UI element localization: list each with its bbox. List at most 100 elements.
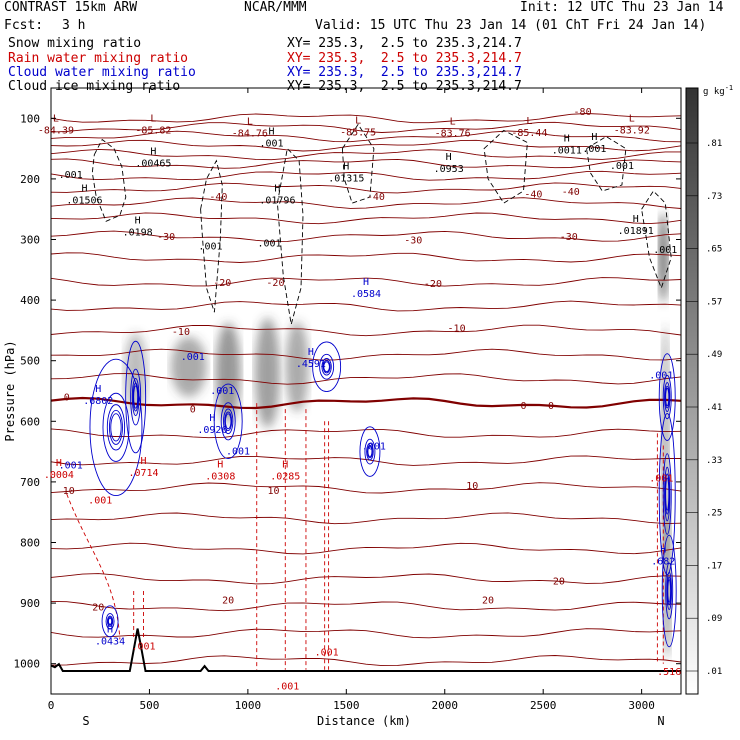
cloud-water-isoline: [131, 378, 140, 417]
snow-isoline: [200, 159, 223, 313]
temperature-isotherm: [51, 348, 681, 361]
x-tick-label: 2000: [432, 699, 459, 712]
extremum-value: -85.75: [340, 127, 376, 138]
colorbar-tick-label: .57: [706, 297, 722, 307]
legend-cloudwater-xy: XY= 235.3, 2.5 to 235.3,214.7: [287, 65, 522, 80]
cloud-water-isoline: [125, 340, 147, 454]
extremum-marker: H: [141, 456, 147, 467]
y-axis-title: Pressure (hPa): [3, 340, 17, 441]
extremum-marker: H: [81, 183, 87, 194]
contour-value-label: .001: [649, 371, 673, 382]
contour-labels: -80 -40 -40 -40 -40 -30 -30 -30 -20 -20 -20 -10 -10 0…: [38, 107, 681, 692]
x-tick-label: 1500: [333, 699, 360, 712]
extremum-marker: H: [107, 624, 113, 635]
contour-value-label: .001: [653, 245, 677, 256]
temperature-isotherm: [51, 600, 681, 612]
cloud-water-isoline: [224, 413, 232, 430]
cloud-water-isoline: [130, 368, 142, 426]
cloud-water-isoline: [101, 605, 119, 638]
extremum-marker: H: [268, 126, 274, 137]
contour-value-label: .001: [226, 446, 250, 457]
legend-cloudice-xy: XY= 235.3, 2.5 to 235.3,214.7: [287, 79, 522, 94]
cloud-water-isoline: [322, 360, 331, 374]
cloud-water-isoline: [105, 613, 115, 630]
contour-value-label: .001: [88, 495, 112, 506]
temperature-isotherm: [51, 212, 681, 225]
isotherm-label: 20: [92, 603, 104, 614]
contour-value-label: .001: [275, 682, 299, 693]
cloud-water-isoline: [224, 411, 233, 432]
cloud-water-isoline: [106, 615, 114, 627]
snow-isoline: [586, 135, 627, 192]
y-tick-label: 300: [20, 234, 40, 247]
extremum-value: .00465: [135, 158, 171, 169]
extremum-value: .001: [582, 144, 606, 155]
y-tick-label: 900: [20, 597, 40, 610]
contour-value-label: .001: [181, 352, 205, 363]
legend-rain-name: Rain water mixing ratio: [8, 51, 189, 66]
extremum-value: .682: [651, 556, 675, 567]
snow-isoline: [276, 147, 304, 325]
extremum-marker: L: [247, 117, 253, 128]
isotherm-label: 20: [482, 595, 494, 606]
init-time: Init: 12 UTC Thu 23 Jan 14: [520, 0, 724, 15]
cloud-ice-blob: [123, 332, 148, 413]
isotherm-label: 10: [267, 486, 279, 497]
contour-value-label: .001: [59, 460, 83, 471]
isotherm-label: -40: [562, 187, 580, 198]
y-tick-label: 600: [20, 415, 40, 428]
isotherm-label: 10: [63, 486, 75, 497]
extremum-value: .0004: [44, 470, 74, 481]
isotherm-label: -10: [448, 323, 466, 334]
isotherm-label: 10: [466, 481, 478, 492]
colorbar-tick-label: .65: [706, 245, 722, 255]
cloud-water-isoline: [321, 358, 332, 376]
contour-value-label: .001: [362, 442, 386, 453]
colorbar-tick-label: .33: [706, 456, 722, 466]
temperature-isotherm: [51, 148, 681, 161]
contour-value-label: .516: [657, 667, 681, 678]
cloud-water-isoline: [664, 466, 671, 522]
extremum-value: .0953: [434, 164, 464, 175]
forecast-label: Fcst:: [4, 18, 44, 33]
cloud-water-isoline: [102, 392, 130, 462]
isotherm-label: -40: [209, 192, 227, 203]
cloud-water-isoline: [665, 562, 674, 620]
temperature-isotherm: [51, 121, 681, 133]
temperature-isotherm: [51, 482, 681, 494]
snow-contours: [91, 123, 672, 325]
isotherm-label: -20: [424, 279, 442, 290]
extremum-value: -85.44: [511, 128, 547, 139]
temperature-isotherm: [51, 252, 681, 263]
extremum-marker: H: [564, 134, 570, 145]
y-tick-label: 100: [20, 112, 40, 125]
temperature-isotherm: [51, 573, 681, 585]
extremum-marker: L: [629, 114, 635, 125]
extremum-value: -85.82: [135, 126, 171, 137]
y-tick-label: 700: [20, 476, 40, 489]
extremum-value: .01891: [618, 226, 654, 237]
isotherm-label: 0: [548, 401, 554, 412]
extremum-value: .01315: [328, 173, 364, 184]
x-axis-title: Distance (km): [317, 714, 411, 728]
extremum-marker: L: [450, 117, 456, 128]
south-label: S: [82, 714, 89, 728]
extremum-marker: H: [95, 384, 101, 395]
cloud-water-isoline: [366, 444, 373, 459]
x-tick-label: 500: [140, 699, 160, 712]
extremum-marker: H: [217, 460, 223, 471]
temperature-isotherm: [51, 277, 681, 287]
legend-cloudwater-name: Cloud water mixing ratio: [8, 65, 196, 80]
contour-value-label: .001: [59, 170, 83, 181]
contour-value-label: .001: [198, 242, 222, 253]
extremum-marker: H: [591, 132, 597, 143]
terrain-profile: [51, 628, 681, 672]
extremum-value: .0308: [205, 472, 235, 483]
extremum-marker: H: [150, 146, 156, 157]
extremum-marker: L: [526, 116, 532, 127]
cloud-water-isoline: [667, 579, 672, 603]
extremum-value: .0285: [270, 472, 300, 483]
extremum-value: .0584: [351, 289, 381, 300]
cloud-water-isoline: [319, 353, 335, 380]
